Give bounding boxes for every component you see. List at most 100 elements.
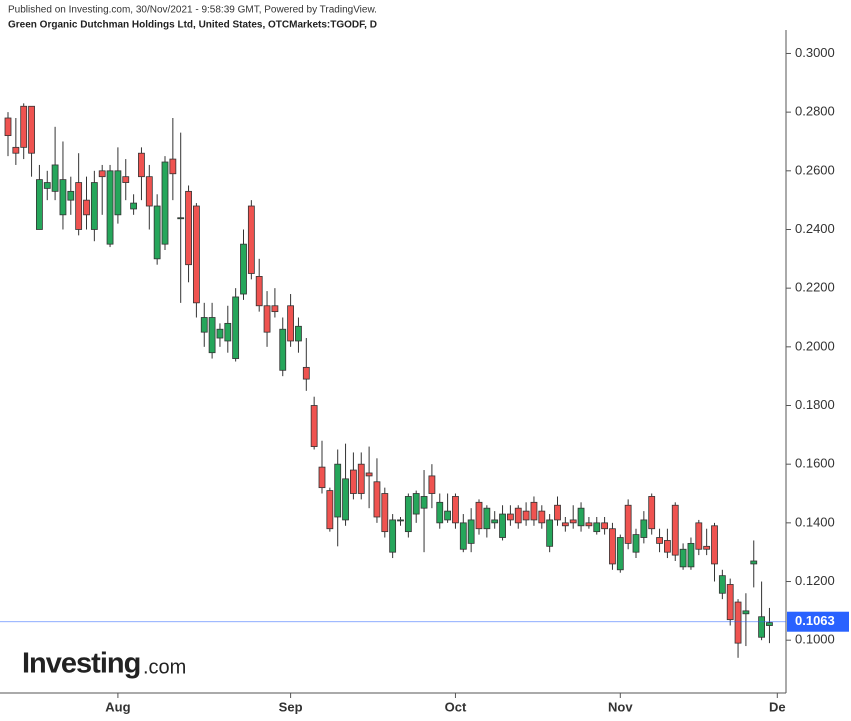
candle-body <box>295 325 302 342</box>
candle-body <box>75 182 83 230</box>
y-tick-label: 0.1200 <box>795 573 835 588</box>
candle-body <box>161 161 169 245</box>
candle-body <box>624 504 632 544</box>
brand-logo: Investing <box>22 648 140 680</box>
candle-body <box>546 519 554 547</box>
candle-body <box>444 510 452 521</box>
candle-body <box>326 490 334 530</box>
candle-body <box>452 496 459 524</box>
candle-body <box>632 534 640 553</box>
candle-body <box>585 522 593 527</box>
candle-body <box>153 205 161 260</box>
candle-body <box>569 519 577 524</box>
brand-logo-suffix: .com <box>143 656 186 678</box>
candle-body <box>467 519 475 544</box>
candle-body <box>648 496 656 530</box>
candle-body <box>483 507 491 530</box>
x-tick-label: Oct <box>445 699 467 714</box>
candle-body <box>506 513 514 521</box>
candle-body <box>656 537 663 544</box>
candle-body <box>664 540 671 553</box>
candle-body <box>538 510 546 524</box>
candle-body <box>373 481 381 518</box>
candle-body <box>695 522 703 550</box>
candle-body <box>671 504 679 556</box>
candle-body <box>349 469 357 494</box>
last-price-label: 0.1063 <box>795 613 835 628</box>
candle-body <box>522 510 530 521</box>
candle-body <box>263 305 271 333</box>
candle-body <box>404 496 412 533</box>
candle-body <box>318 466 326 489</box>
candle-body <box>185 190 192 266</box>
candle-body <box>122 176 130 183</box>
candle-body <box>28 105 35 154</box>
candle-body <box>106 170 114 245</box>
candle-body <box>750 560 758 565</box>
candle-body <box>601 522 608 530</box>
y-tick-label: 0.1800 <box>795 397 835 412</box>
candle-body <box>397 519 404 522</box>
candle-body <box>177 217 185 220</box>
candle-body <box>766 622 773 626</box>
candle-body <box>514 507 522 524</box>
candle-body <box>216 328 224 339</box>
y-tick-label: 0.2000 <box>795 338 835 353</box>
x-tick-label: Sep <box>279 699 303 714</box>
y-tick-label: 0.2800 <box>795 104 835 119</box>
candle-body <box>758 616 765 638</box>
candle-body <box>334 463 342 518</box>
candle-body <box>640 519 648 538</box>
candle-body <box>687 542 695 568</box>
candle-body <box>365 472 373 477</box>
y-tick-label: 0.1000 <box>795 632 835 647</box>
chart-title: Green Organic Dutchman Holdings Ltd, Uni… <box>8 20 377 31</box>
candle-body <box>499 513 506 538</box>
candle-body <box>475 501 483 530</box>
candle-body <box>412 493 420 515</box>
y-tick-label: 0.2600 <box>795 162 835 177</box>
candle-body <box>703 545 711 550</box>
candle-body <box>200 317 208 333</box>
y-tick-label: 0.2400 <box>795 221 835 236</box>
candle-body <box>389 519 397 553</box>
candle-body <box>342 478 349 521</box>
x-tick-label: De <box>769 699 786 714</box>
candle-body <box>734 601 742 644</box>
candle-body <box>459 522 467 550</box>
chart-subtitle: Published on Investing.com, 30/Nov/2021 … <box>8 5 377 16</box>
last-price-box <box>787 611 849 632</box>
candle-body <box>169 158 177 175</box>
y-tick-label: 0.2200 <box>795 280 835 295</box>
candle-body <box>287 305 295 342</box>
candle-body <box>679 548 687 568</box>
x-tick-label: Nov <box>608 699 633 714</box>
candle-body <box>271 305 279 313</box>
candle-body <box>114 170 122 216</box>
candle-body <box>59 179 67 216</box>
y-tick-label: 0.3000 <box>795 45 835 60</box>
candle-body <box>208 317 216 354</box>
candle-body <box>36 179 43 230</box>
candle-body <box>20 105 28 148</box>
candle-body <box>436 501 444 524</box>
candle-body <box>561 522 569 527</box>
candle-body <box>67 190 75 201</box>
candle-body <box>4 117 12 137</box>
candle-body <box>554 504 561 521</box>
candle-body <box>420 496 428 509</box>
candle-body <box>302 366 310 380</box>
candle-body <box>83 199 90 216</box>
candle-body <box>224 322 232 342</box>
candle-body <box>90 182 98 230</box>
candle-body <box>255 276 263 307</box>
y-tick-label: 0.1400 <box>795 514 835 529</box>
candle-body <box>593 522 601 533</box>
candle-body <box>742 610 750 615</box>
x-tick-label: Aug <box>105 699 130 714</box>
candle-body <box>616 537 624 571</box>
candle-body <box>192 205 200 304</box>
candle-body <box>310 405 318 447</box>
candle-body <box>357 463 365 494</box>
